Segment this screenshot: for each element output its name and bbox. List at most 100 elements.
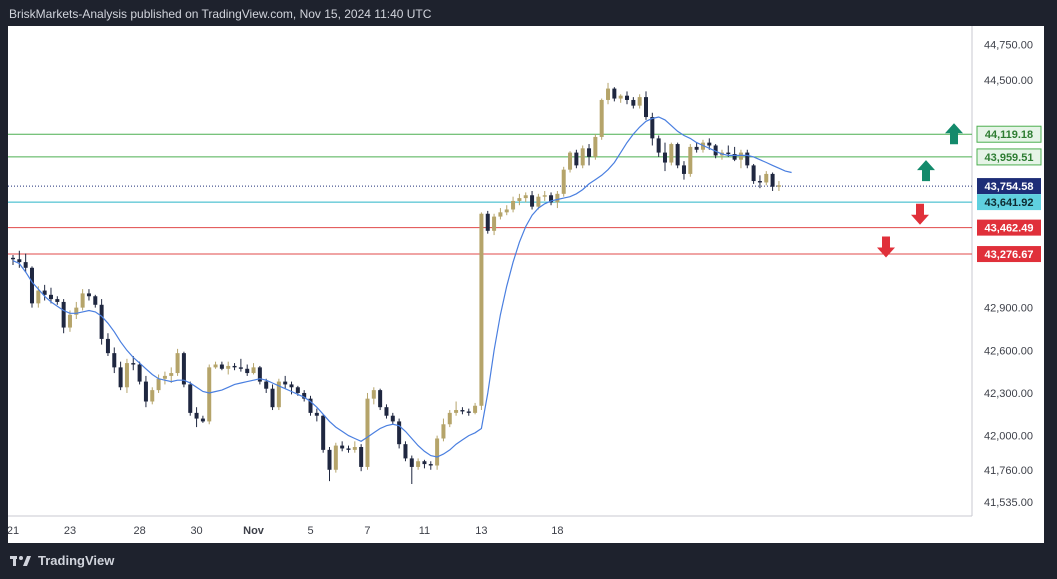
candle-body: [365, 398, 370, 467]
arrow-down-lower-icon: [877, 236, 895, 258]
candle-body: [378, 390, 383, 408]
candle-body: [371, 390, 376, 399]
candle-body: [42, 290, 47, 295]
candle-body: [650, 117, 655, 139]
candle-body: [118, 367, 123, 388]
candle-body: [530, 195, 535, 207]
candle-body: [359, 447, 364, 467]
candle-body: [200, 418, 205, 422]
candle-body: [150, 390, 155, 402]
candle-body: [124, 363, 129, 388]
candle-body: [251, 367, 256, 374]
candle-body: [713, 145, 718, 156]
candle-body: [498, 212, 503, 217]
tradingview-brand-label: TradingView: [38, 553, 115, 568]
candle-body: [61, 301, 66, 328]
candle-body: [321, 415, 326, 450]
x-tick-label: 11: [419, 525, 430, 537]
x-tick-label: 7: [364, 525, 370, 537]
y-tick-label: 42,300.00: [984, 388, 1033, 400]
candle-body: [694, 146, 699, 150]
candle-body: [93, 296, 98, 305]
candle-body: [416, 461, 421, 467]
candle-body: [181, 353, 186, 385]
price-chart[interactable]: 44,750.00 44,500.00 42,900.00 42,600.00 42,3…: [8, 26, 1044, 543]
candle-body: [327, 449, 332, 470]
candle-body: [561, 169, 566, 194]
x-tick-label: 23: [64, 525, 76, 537]
candle-body: [732, 154, 737, 160]
candle-body: [644, 97, 648, 118]
candle-body: [656, 138, 661, 153]
support-2-label: 43,276.67: [985, 249, 1034, 261]
candle-body: [397, 421, 402, 445]
candle-body: [745, 152, 750, 166]
candle-body: [504, 209, 509, 213]
candle-body: [264, 381, 269, 389]
candle-body: [593, 136, 598, 157]
candle-body: [295, 387, 300, 393]
x-tick-label: 5: [307, 525, 313, 537]
candle-body: [283, 381, 288, 385]
candle-body: [662, 152, 667, 163]
current-price-label-box: [977, 178, 1041, 195]
x-tick-label: 13: [475, 525, 487, 537]
candle-body: [580, 148, 585, 166]
candle-body: [308, 398, 313, 413]
current-price-label: 43,754.58: [985, 181, 1034, 193]
candle-body: [435, 438, 440, 466]
candle-body: [764, 173, 769, 183]
candle-body: [517, 198, 522, 201]
candle-body: [707, 142, 712, 146]
candle-body: [74, 307, 79, 315]
candle-body: [175, 353, 180, 374]
candle-body: [409, 458, 414, 467]
candle-body: [188, 384, 193, 413]
candle-body: [549, 195, 554, 203]
candle-body: [289, 384, 294, 388]
x-tick-label: 30: [190, 525, 202, 537]
candle-body: [587, 148, 592, 157]
y-tick-label: 42,900.00: [984, 303, 1033, 315]
candle-body: [245, 368, 250, 374]
support-1-label-box: [977, 219, 1041, 236]
candle-body: [55, 299, 60, 302]
candle-body: [257, 367, 262, 382]
candle-body: [751, 165, 756, 182]
y-tick-label: 41,760.00: [984, 465, 1033, 477]
candle-body: [340, 445, 345, 449]
resistance-2-label: 44,119.18: [985, 129, 1033, 141]
candle-body: [688, 146, 693, 174]
candle-body: [479, 213, 484, 406]
candle-body: [726, 152, 731, 155]
candle-body: [99, 304, 104, 339]
candle-body: [226, 365, 231, 369]
y-tick-label: 44,750.00: [984, 39, 1033, 51]
candle-body: [466, 411, 471, 413]
candle-body: [169, 373, 174, 376]
candle-body: [194, 412, 199, 419]
candle-body: [238, 367, 243, 369]
chart-frame[interactable]: 44,750.00 44,500.00 42,900.00 42,600.00 42,3…: [8, 26, 1044, 543]
candle-body: [232, 365, 237, 368]
arrow-down-upper-icon: [911, 203, 929, 225]
candle-body: [631, 99, 636, 106]
candle-body: [675, 144, 680, 166]
candle-body: [29, 267, 34, 304]
bid-level-label: 43,641.92: [985, 197, 1034, 209]
candle-body: [276, 381, 281, 408]
candle-body: [473, 405, 478, 413]
support-1-label: 43,462.49: [985, 223, 1034, 235]
candle-body: [454, 410, 459, 413]
candle-body: [447, 412, 452, 425]
candle-body: [207, 367, 212, 422]
bid-level-label-box: [977, 194, 1041, 211]
tradingview-logo-icon: [10, 555, 31, 566]
x-tick-label: Nov: [243, 525, 265, 537]
arrow-up-upper-icon: [945, 123, 963, 145]
y-tick-label: 44,500.00: [984, 75, 1033, 87]
candle-body: [700, 142, 705, 150]
candle-body: [428, 464, 433, 466]
tradingview-brand: TradingView: [10, 553, 114, 568]
candle-body: [112, 353, 117, 368]
